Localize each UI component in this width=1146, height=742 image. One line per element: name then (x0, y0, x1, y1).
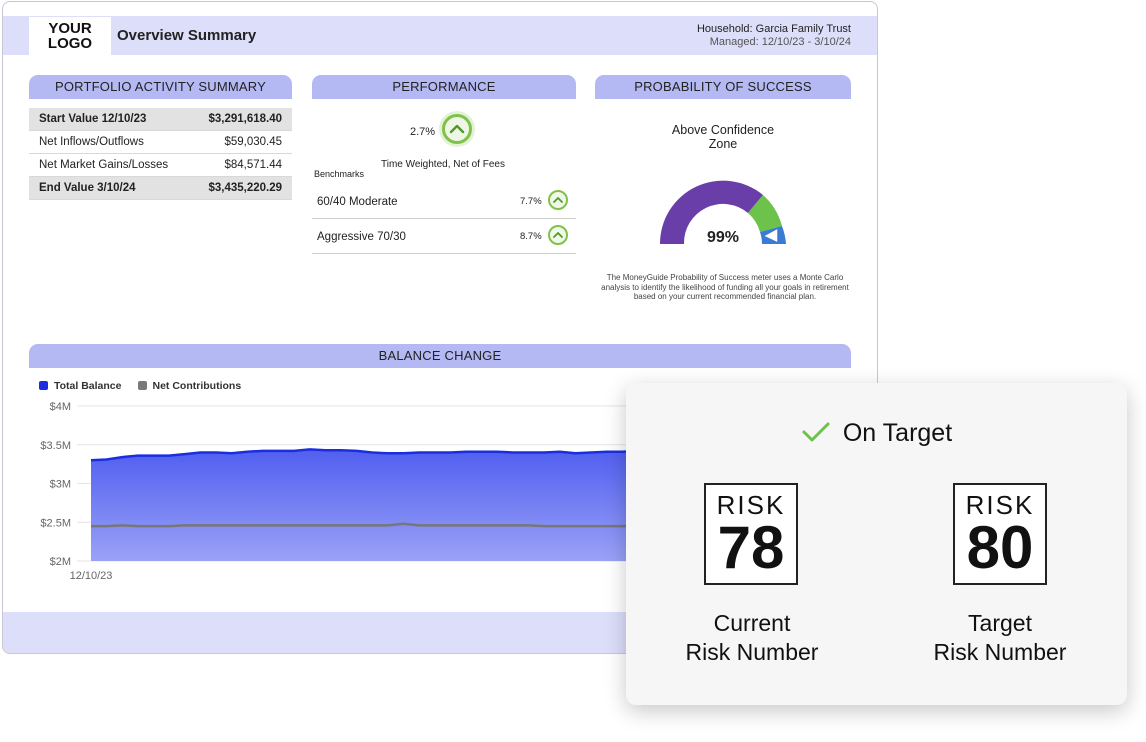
probability-zone: Above Confidence Zone (595, 123, 851, 151)
household-name: Household: Garcia Family Trust (696, 23, 851, 35)
row-label: Net Market Gains/Losses (39, 159, 169, 171)
current-risk-badge: RISK 78 (704, 483, 798, 585)
performance-header: PERFORMANCE (312, 75, 576, 99)
managed-dates: Managed: 12/10/23 - 3/10/24 (709, 36, 851, 48)
status-heading: On Target (626, 419, 1127, 448)
table-row: Net Market Gains/Losses $84,571.44 (29, 154, 292, 177)
y-tick-label: $3M (50, 479, 71, 491)
row-label: Start Value 12/10/23 (39, 113, 147, 125)
target-risk-number: 80 (966, 514, 1034, 581)
zone-line1: Above Confidence (671, 123, 775, 137)
chevron-up-icon (548, 190, 568, 210)
portfolio-activity-header: PORTFOLIO ACTIVITY SUMMARY (29, 75, 292, 99)
logo-line1: YOUR (48, 20, 92, 37)
benchmark-value: 7.7% (520, 196, 542, 207)
row-value: $3,435,220.29 (208, 182, 282, 194)
check-icon (802, 422, 830, 442)
caption-line2: Risk Number (933, 639, 1067, 665)
risk-number-card: On Target RISK 78 Current Risk Number RI… (626, 383, 1127, 705)
logo-line2: LOGO (47, 35, 93, 52)
y-tick-label: $4M (50, 401, 71, 413)
gauge-pointer (761, 226, 779, 245)
household-info: Household: Garcia Family Trust Managed: … (697, 23, 851, 49)
row-label: Net Inflows/Outflows (39, 136, 144, 148)
caption-line2: Risk Number (685, 639, 819, 665)
probability-header: PROBABILITY OF SUCCESS (595, 75, 851, 99)
row-value: $3,291,618.40 (208, 113, 282, 125)
zone-line2: Zone (708, 137, 738, 151)
balance-change-header: BALANCE CHANGE (29, 344, 851, 368)
target-risk-badge: RISK 80 (953, 483, 1047, 585)
gauge-value: 99% (707, 229, 739, 246)
table-row: Start Value 12/10/23 $3,291,618.40 (29, 108, 292, 131)
report-header-bar (3, 16, 877, 55)
gauge-segment-mid (748, 195, 782, 232)
current-risk-caption: Current Risk Number (662, 609, 842, 667)
chart-legend: Total Balance Net Contributions (39, 380, 241, 392)
target-risk-caption: Target Risk Number (910, 609, 1090, 667)
legend-swatch (137, 381, 147, 390)
performance-value: 2.7% (410, 126, 436, 138)
x-tick-label: 12/10/23 (70, 570, 113, 582)
chevron-up-icon (548, 225, 568, 245)
gauge-segment-high (760, 226, 786, 244)
logo: YOUR LOGO (29, 17, 111, 55)
y-tick-label: $2M (50, 556, 71, 568)
caption-line1: Target (968, 610, 1032, 636)
gauge-segment-low (659, 180, 763, 244)
benchmark-value: 8.7% (520, 231, 542, 242)
benchmarks-label: Benchmarks (314, 169, 365, 179)
legend-label: Total Balance (54, 380, 122, 392)
chevron-up-icon (442, 114, 472, 144)
row-label: End Value 3/10/24 (39, 182, 136, 194)
benchmark-row: 60/40 Moderate 7.7% (312, 184, 576, 219)
benchmark-name: Aggressive 70/30 (317, 231, 406, 243)
row-value: $59,030.45 (224, 136, 282, 148)
legend-label: Net Contributions (152, 380, 242, 392)
performance-subtitle: Time Weighted, Net of Fees (381, 159, 505, 170)
risk-word: RISK (965, 490, 1035, 520)
caption-line1: Current (713, 610, 791, 636)
page-title: Overview Summary (117, 27, 257, 44)
benchmark-name: 60/40 Moderate (317, 196, 398, 208)
legend-swatch (39, 381, 48, 390)
row-value: $84,571.44 (224, 159, 282, 171)
y-tick-label: $2.5M (40, 517, 71, 529)
legend-item: Net Contributions (137, 380, 242, 392)
legend-item: Total Balance (39, 380, 122, 392)
table-row: End Value 3/10/24 $3,435,220.29 (29, 177, 292, 200)
y-tick-label: $3.5M (40, 440, 71, 452)
benchmark-row: Aggressive 70/30 8.7% (312, 219, 576, 254)
current-risk-number: 78 (717, 514, 785, 581)
probability-description: The MoneyGuide Probability of Success me… (601, 273, 849, 301)
status-text: On Target (842, 419, 953, 447)
risk-word: RISK (716, 490, 786, 520)
table-row: Net Inflows/Outflows $59,030.45 (29, 131, 292, 154)
portfolio-activity-table: Start Value 12/10/23 $3,291,618.40 Net I… (29, 108, 292, 200)
